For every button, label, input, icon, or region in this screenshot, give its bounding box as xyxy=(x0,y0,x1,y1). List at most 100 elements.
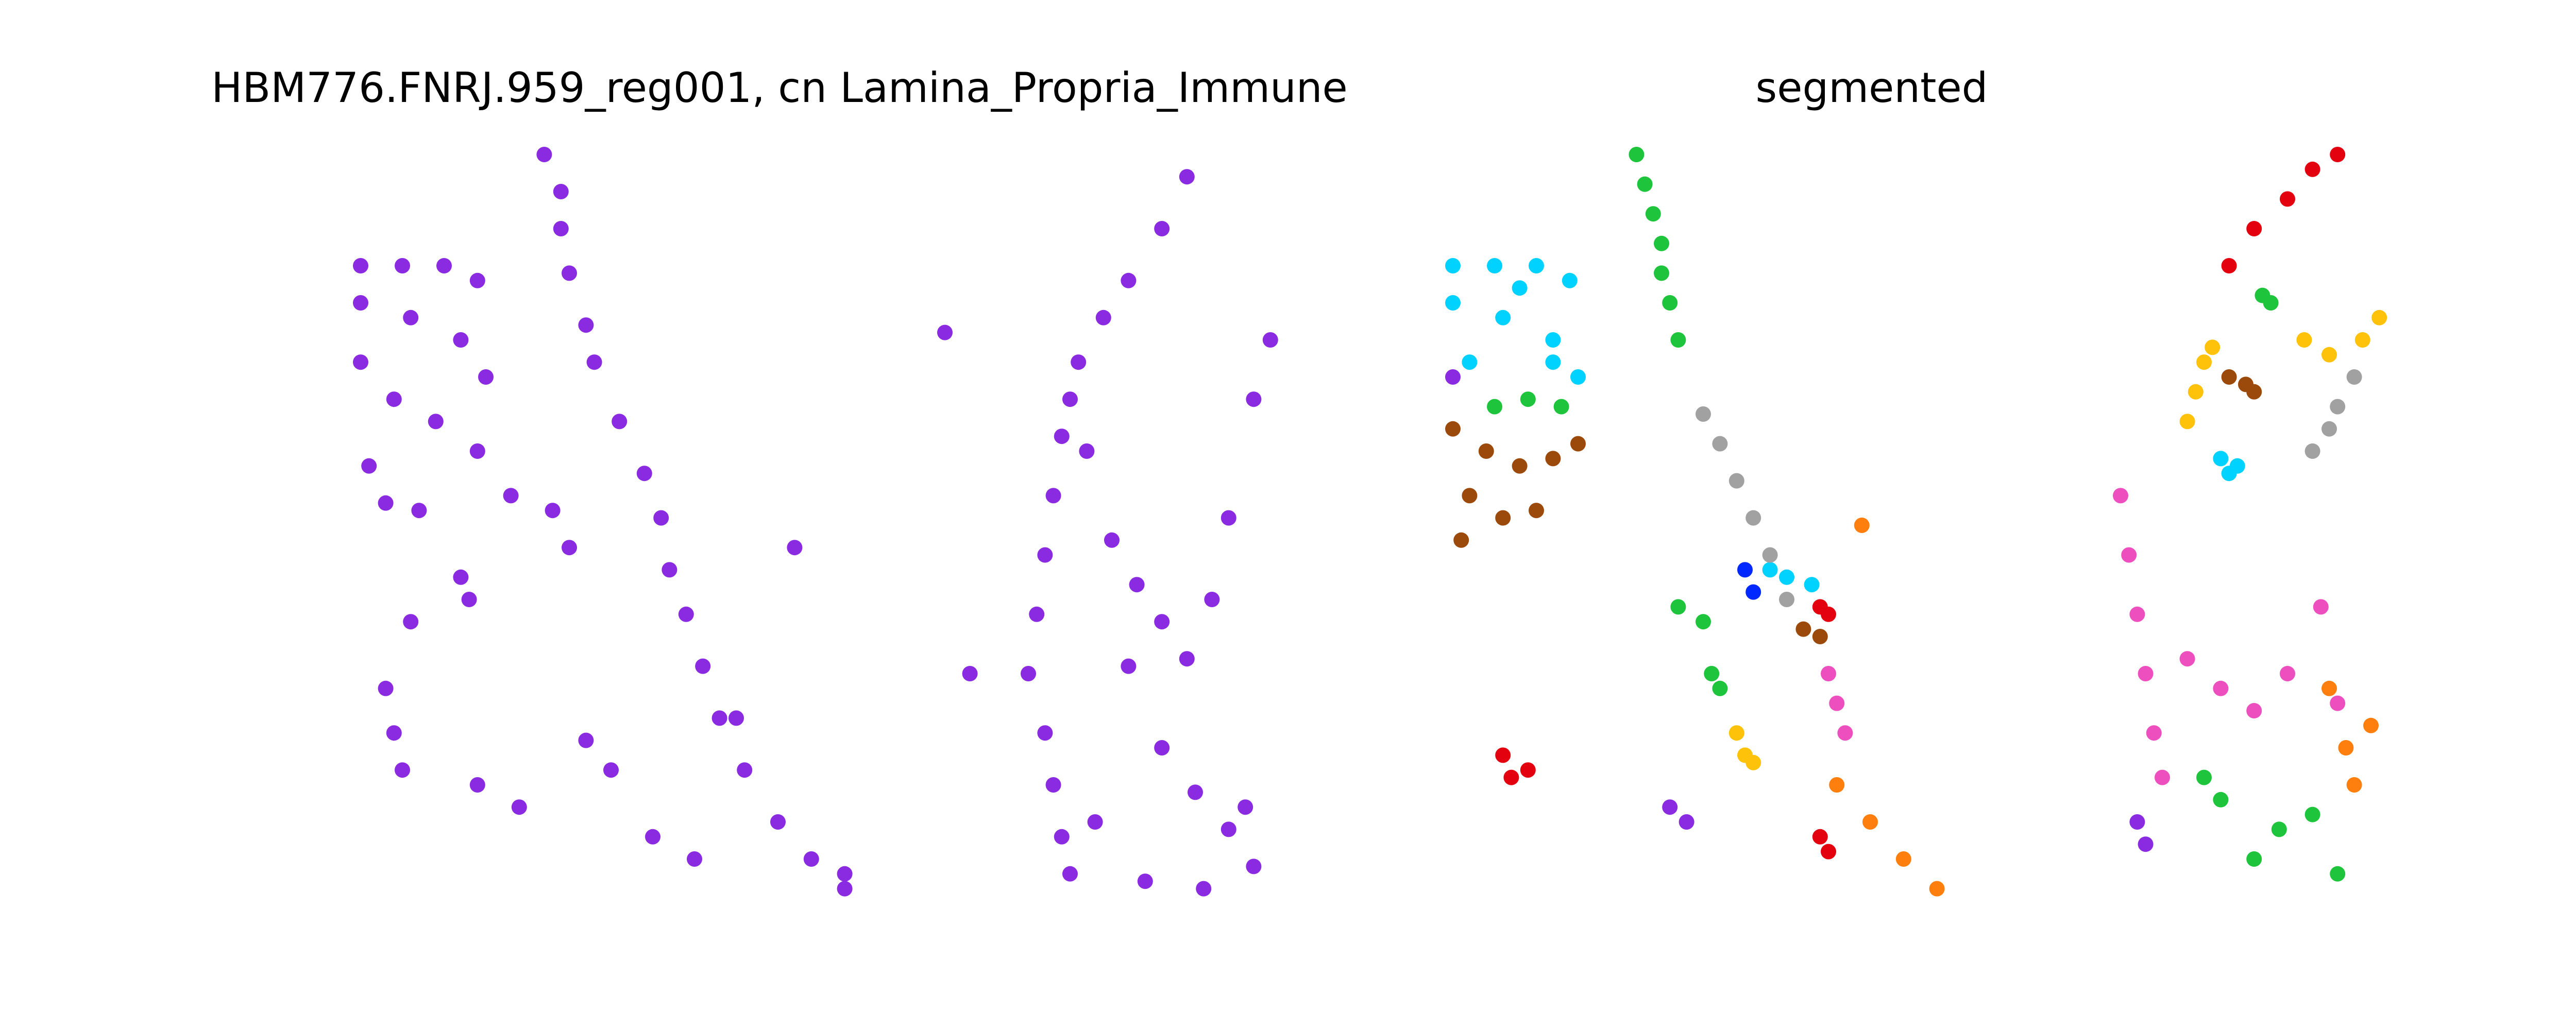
scatter-point xyxy=(687,851,702,867)
scatter-point xyxy=(2321,347,2337,363)
scatter-point xyxy=(1795,621,1811,637)
scatter-point xyxy=(1670,332,1686,348)
scatter-point xyxy=(2179,414,2195,430)
scatter-point xyxy=(1545,354,1561,370)
left-panel-title: HBM776.FNRJ.959_reg001, cn Lamina_Propri… xyxy=(211,64,1348,112)
scatter-point xyxy=(2196,769,2212,785)
series-lamina-propria-immune xyxy=(353,147,1278,897)
scatter-point xyxy=(1445,421,1461,437)
scatter-point xyxy=(612,414,628,430)
scatter-point xyxy=(2129,606,2145,622)
scatter-point xyxy=(2313,599,2329,615)
scatter-point xyxy=(1062,866,1078,882)
scatter-point xyxy=(711,710,727,726)
scatter-point xyxy=(469,777,485,793)
scatter-point xyxy=(553,221,569,236)
scatter-point xyxy=(1645,206,1661,222)
scatter-point xyxy=(395,258,410,273)
scatter-point xyxy=(1104,532,1120,548)
scatter-point xyxy=(2321,680,2337,696)
scatter-point xyxy=(2246,703,2262,718)
scatter-point xyxy=(2246,221,2262,236)
scatter-point xyxy=(1629,147,1645,162)
scatter-point xyxy=(2330,695,2346,711)
scatter-point xyxy=(662,562,677,578)
scatter-point xyxy=(1062,391,1078,407)
scatter-point xyxy=(1745,510,1761,526)
scatter-point xyxy=(1745,584,1761,600)
scatter-point xyxy=(1512,280,1528,296)
scatter-point xyxy=(1204,592,1220,607)
scatter-point xyxy=(1045,488,1061,504)
scatter-point xyxy=(1021,666,1036,681)
scatter-point xyxy=(1462,488,1478,504)
scatter-point xyxy=(1238,799,1253,815)
scatter-point xyxy=(2229,458,2245,474)
scatter-point xyxy=(1570,436,1586,452)
scatter-point xyxy=(653,510,669,526)
scatter-point xyxy=(1821,666,1836,681)
scatter-point xyxy=(2330,866,2346,882)
scatter-point xyxy=(1071,354,1087,370)
series-blue xyxy=(1737,562,1761,600)
scatter-point xyxy=(2179,651,2195,667)
scatter-point xyxy=(1179,651,1195,667)
scatter-point xyxy=(1121,272,1137,288)
scatter-point xyxy=(1762,547,1778,563)
scatter-point xyxy=(2138,836,2154,852)
scatter-point xyxy=(1095,310,1111,325)
scatter-point xyxy=(1637,176,1653,192)
scatter-point xyxy=(1188,784,1203,800)
scatter-point xyxy=(1804,577,1820,593)
scatter-point xyxy=(2330,399,2346,415)
scatter-point xyxy=(2221,258,2237,273)
scatter-point xyxy=(1862,814,1878,830)
scatter-point xyxy=(2338,740,2354,756)
scatter-point xyxy=(1154,221,1170,236)
scatter-point xyxy=(2304,806,2320,822)
scatter-point xyxy=(1445,295,1461,311)
scatter-point xyxy=(1570,369,1586,385)
scatter-point xyxy=(1529,503,1544,519)
scatter-point xyxy=(1221,510,1236,526)
scatter-point xyxy=(787,540,803,556)
scatter-point xyxy=(937,324,953,340)
scatter-point xyxy=(2213,451,2229,467)
scatter-point xyxy=(1154,614,1170,630)
scatter-point xyxy=(1812,829,1828,845)
scatter-point xyxy=(1079,443,1095,459)
scatter-point xyxy=(1704,666,1720,681)
scatter-point xyxy=(770,814,786,830)
scatter-point xyxy=(1495,747,1511,763)
scatter-point xyxy=(545,503,561,519)
scatter-point xyxy=(1445,369,1461,385)
scatter-point xyxy=(1821,606,1836,622)
scatter-point xyxy=(1654,235,1669,251)
scatter-point xyxy=(1154,740,1170,756)
scatter-point xyxy=(461,592,477,607)
scatter-point xyxy=(1196,881,1212,897)
scatter-point xyxy=(1712,680,1728,696)
scatter-point xyxy=(1728,725,1744,741)
scatter-point xyxy=(1487,258,1502,273)
scatter-point xyxy=(1728,473,1744,489)
scatter-point xyxy=(2213,792,2229,808)
scatter-point xyxy=(1529,258,1544,273)
scatter-point xyxy=(2346,369,2362,385)
scatter-point xyxy=(1662,295,1678,311)
scatter-point xyxy=(2213,680,2229,696)
scatter-point xyxy=(578,317,594,333)
scatter-point xyxy=(2246,384,2262,400)
scatter-point xyxy=(962,666,978,681)
scatter-point xyxy=(1696,406,1711,422)
scatter-point xyxy=(386,391,402,407)
scatter-point xyxy=(1854,518,1870,533)
scatter-point xyxy=(1246,859,1262,874)
scatter-point xyxy=(1654,265,1669,281)
series-orange xyxy=(1829,518,2379,897)
scatter-point xyxy=(2138,666,2154,681)
scatter-point xyxy=(2280,191,2295,207)
scatter-point xyxy=(837,881,853,897)
scatter-point xyxy=(2129,814,2145,830)
